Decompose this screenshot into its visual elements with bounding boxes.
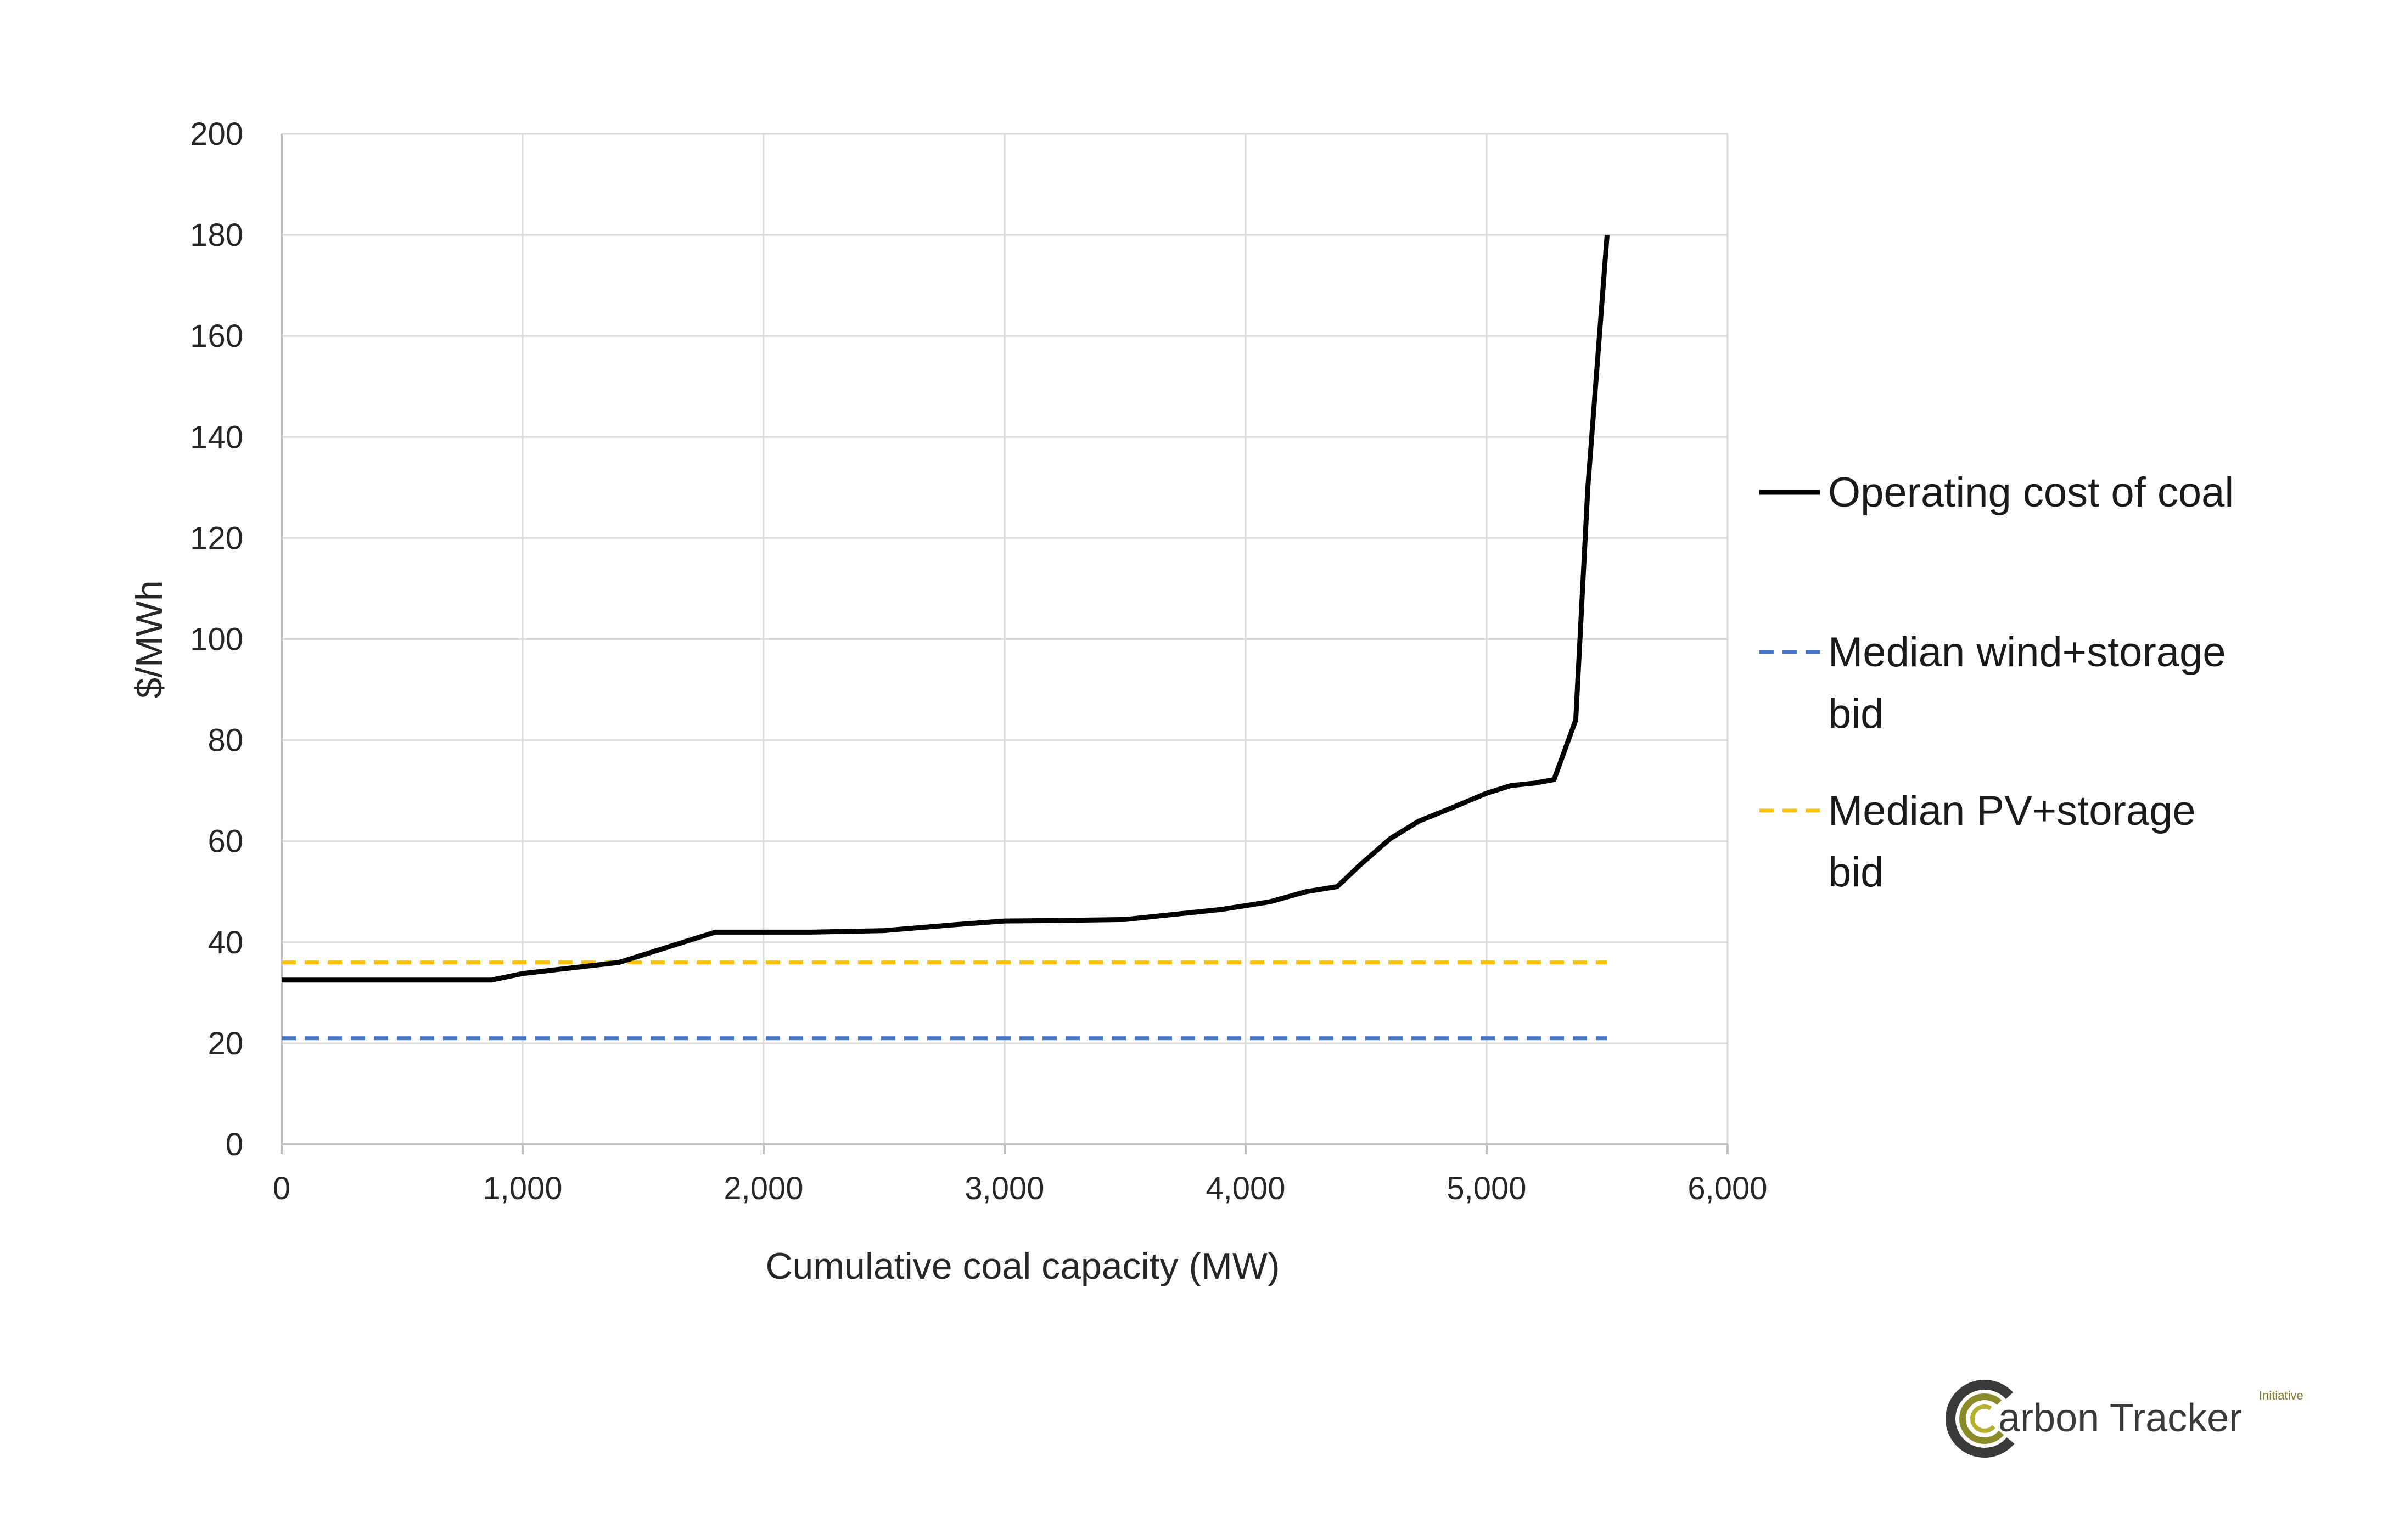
legend-label-1: Median wind+storage <box>1828 629 2226 676</box>
x-axis-title: Cumulative coal capacity (MW) <box>765 1245 1280 1287</box>
logo-ring-inner <box>1970 1404 1999 1433</box>
axes <box>281 134 1729 1154</box>
y-tick-label: 140 <box>190 419 243 455</box>
y-axis-title: $/MWh <box>128 580 170 698</box>
logo-superscript: Initiative <box>2259 1389 2303 1402</box>
y-tick-label: 60 <box>208 824 243 859</box>
x-tick-label: 5,000 <box>1447 1171 1526 1206</box>
y-tick-label: 100 <box>190 622 243 657</box>
series-line-0 <box>282 234 1610 983</box>
legend-label-2: Median PV+storage <box>1828 788 2196 834</box>
legend-label-2: bid <box>1828 849 1884 896</box>
y-tick-label: 180 <box>190 217 243 253</box>
y-tick-label: 120 <box>190 520 243 556</box>
y-tick-label: 40 <box>208 925 243 960</box>
logo-ring-middle <box>1959 1393 2010 1444</box>
x-tick-label: 1,000 <box>483 1171 562 1206</box>
x-tick-label: 3,000 <box>965 1171 1044 1206</box>
y-tick-label: 20 <box>208 1026 243 1061</box>
x-tick-label: 0 <box>273 1171 290 1206</box>
x-tick-label: 2,000 <box>724 1171 803 1206</box>
x-tick-label: 6,000 <box>1688 1171 1767 1206</box>
logo-wordmark: arbon Tracker <box>1998 1396 2242 1440</box>
legend-label-0: Operating cost of coal <box>1828 469 2234 516</box>
logo-ring-outer <box>1946 1380 2023 1458</box>
legend-label-1: bid <box>1828 690 1884 737</box>
carbon-tracker-logo: arbon Tracker Initiative <box>1946 1380 2303 1458</box>
y-tick-label: 200 <box>190 116 243 152</box>
legend: Operating cost of coal Median wind+storag… <box>1759 469 2234 896</box>
series-lines <box>282 234 1610 1041</box>
y-tick-label: 80 <box>208 723 243 758</box>
x-tick-label: 4,000 <box>1206 1171 1285 1206</box>
gridlines <box>281 133 1729 1145</box>
tick-labels: 0 20 40 60 80 100 120 140 160 180 200 0 1,000 2,000 3,… <box>190 116 1767 1206</box>
y-tick-label: 0 <box>226 1127 243 1162</box>
y-tick-label: 160 <box>190 318 243 354</box>
